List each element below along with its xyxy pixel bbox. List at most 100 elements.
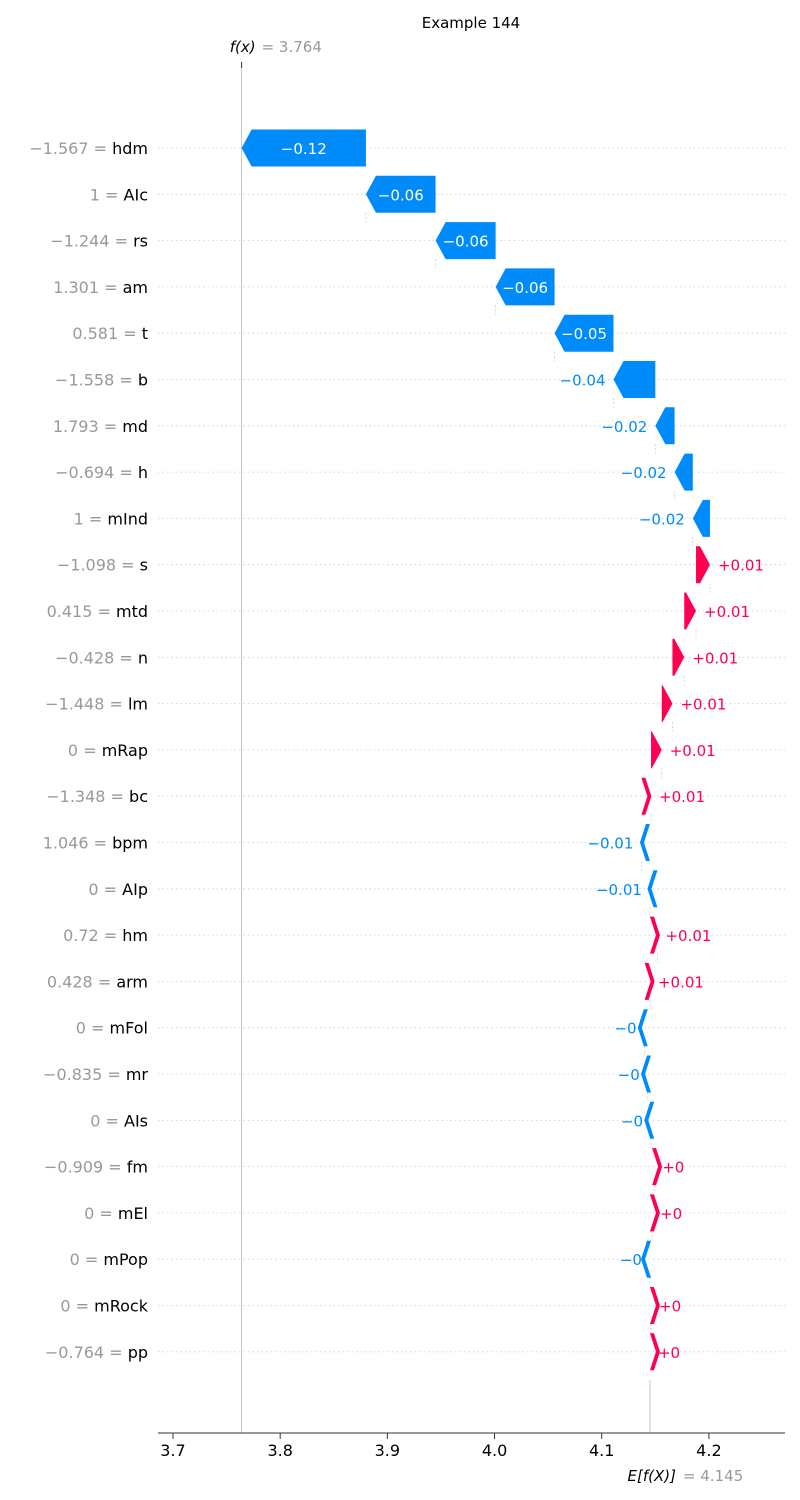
x-tick-label: 3.9 [375,1441,400,1460]
fx-annotation: f(x) = 3.764 [230,38,322,56]
bar-value-label: +0.01 [659,788,705,806]
bar-AIs [644,1101,655,1139]
fx-label: f(x) [230,38,256,56]
feature-label: 0.428 = arm [47,972,148,991]
feature-value: −1.448 = [45,695,128,714]
feature-name: mtd [116,602,148,621]
feature-label: −1.244 = rs [50,232,148,251]
bar-value-label: +0 [662,1159,684,1177]
bar-hm [649,916,660,954]
feature-label: −1.348 = bc [46,787,148,806]
feature-name: bpm [112,834,148,853]
feature-name: mEl [118,1204,148,1223]
feature-value: 0 = [90,1111,124,1130]
fx-value: = 3.764 [262,38,322,56]
feature-value: 0 = [60,1297,94,1316]
bar-mr [641,1055,652,1093]
feature-value: 1.793 = [53,417,122,436]
feature-name: arm [116,972,148,991]
feature-name: bc [129,787,148,806]
feature-label: 0 = mFol [76,1019,148,1038]
bar-value-label: +0.01 [718,557,764,575]
x-tick-label: 3.7 [160,1441,185,1460]
bar-value-label: −0.06 [378,186,424,204]
feature-label: −1.567 = hdm [29,139,148,158]
feature-label: 1.301 = am [53,278,148,297]
bar-mRap [651,731,662,769]
feature-value: 0 = [84,1204,118,1223]
grid-layer [158,62,785,1433]
bar-value-label: −0.01 [587,835,633,853]
bar-n [672,638,685,676]
bar-rs [435,222,496,260]
bar-value-label: −0.06 [443,233,489,251]
x-tick-label: 3.8 [267,1441,292,1460]
bar-value-label: −0 [620,1251,642,1269]
bar-value-label: +0.01 [670,742,716,760]
feature-label: 1 = mInd [74,509,148,528]
bar-mInd [692,499,710,537]
x-tick-label: 4.2 [696,1441,721,1460]
feature-value: 0 = [88,880,122,899]
feature-label: 0.581 = t [72,324,148,343]
bar-value-label: −0 [614,1020,636,1038]
feature-name: mInd [107,509,148,528]
feature-name: am [123,278,148,297]
feature-label: 0.415 = mtd [47,602,148,621]
feature-label: −1.558 = b [55,371,148,390]
feature-name: AIs [124,1111,148,1130]
bar-lm [661,685,673,723]
feature-value: 0 = [70,1250,104,1269]
feature-value: −1.098 = [57,556,140,575]
feature-value: −1.244 = [50,232,133,251]
bar-value-label: −0 [621,1112,643,1130]
bars-layer [241,129,710,1371]
feature-label: 1.793 = md [53,417,148,436]
feature-value: −1.558 = [55,371,138,390]
feature-name: b [138,371,148,390]
labels-layer: −1.567 = hdm −0.12 1 = AIc −0.06 −1.244 = rs… [29,139,764,1362]
bar-value-label: +0 [658,1344,680,1362]
feature-label: 0 = mRap [68,741,148,760]
x-tick-label: 4.1 [589,1441,614,1460]
bar-bc [641,777,652,815]
feature-name: mFol [110,1019,148,1038]
bar-value-label: +0.01 [692,649,738,667]
feature-value: −0.909 = [44,1158,127,1177]
bar-value-label: −0.01 [596,881,642,899]
bar-value-label: −0.05 [561,325,607,343]
feature-value: −1.567 = [29,139,112,158]
bar-value-label: −0.02 [621,464,667,482]
feature-name: md [122,417,148,436]
bar-value-label: −0.02 [601,418,647,436]
feature-label: −1.448 = lm [45,695,148,714]
feature-name: pp [128,1343,148,1362]
bar-mPop [641,1240,652,1278]
bar-md [655,407,675,445]
bar-value-label: +0 [659,1298,681,1316]
feature-label: 0 = mEl [84,1204,148,1223]
bar-value-label: −0.12 [281,140,327,158]
feature-name: AIp [122,880,148,899]
bar-b [613,361,656,398]
feature-label: 1.046 = bpm [43,834,148,853]
bar-arm [644,962,655,1000]
feature-label: 0 = mPop [70,1250,148,1269]
feature-value: 0 = [76,1019,110,1038]
bar-t [554,314,614,352]
bar-value-label: +0.01 [665,927,711,945]
bar-value-label: +0 [660,1205,682,1223]
ex-annotation: E[f(X)] = 4.145 [628,1467,744,1485]
feature-name: s [140,556,148,575]
bar-bpm [639,824,650,861]
bar-value-label: +0.01 [704,603,750,621]
feature-name: t [142,324,148,343]
bar-hdm [241,129,366,167]
ex-label: E[f(X)] [628,1467,677,1485]
bar-value-label: −0.02 [639,510,685,528]
feature-name: mRock [94,1297,149,1316]
feature-label: 1 = AIc [90,185,148,204]
x-axis: 3.7 3.8 3.9 4.0 4.1 4.2 [158,1432,785,1460]
feature-name: mPop [103,1250,148,1269]
